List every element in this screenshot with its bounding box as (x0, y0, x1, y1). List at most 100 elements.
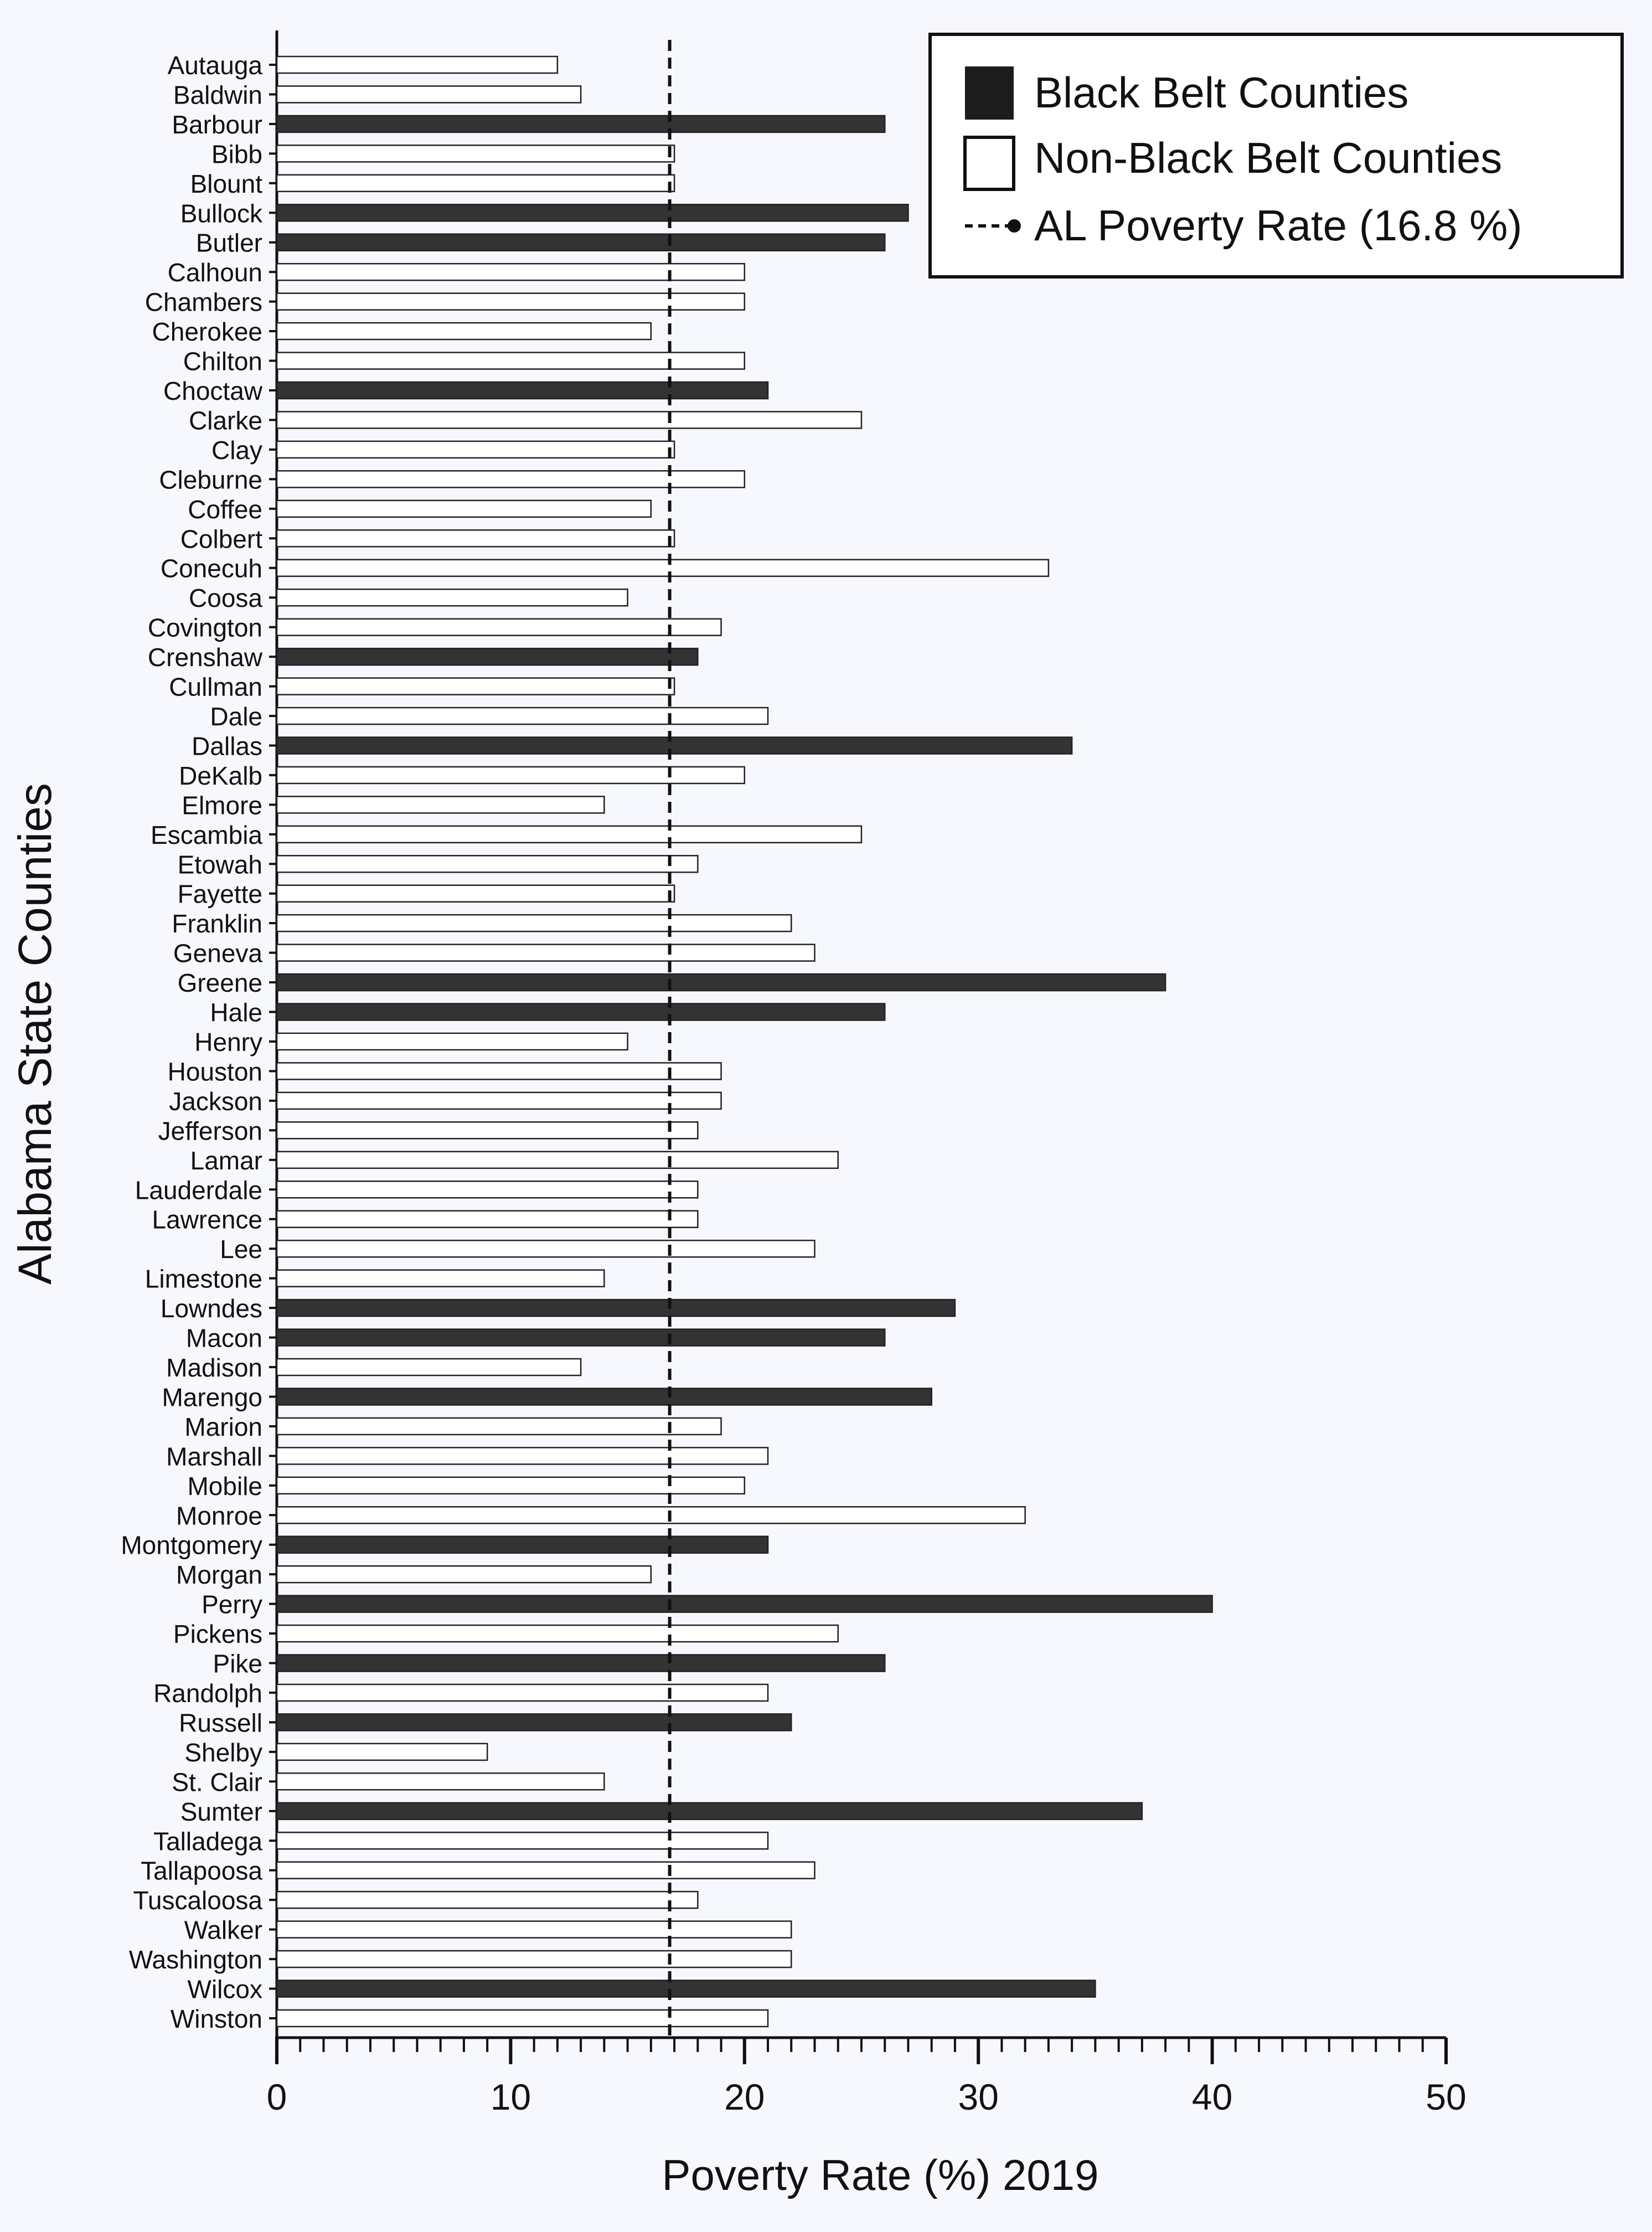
bar-marion (276, 1417, 722, 1436)
category-label-clay: Clay (211, 436, 262, 465)
bar-tuscaloosa (276, 1890, 699, 1909)
category-label-crenshaw: Crenshaw (148, 643, 263, 672)
category-label-colbert: Colbert (180, 524, 263, 553)
category-label-walker: Walker (184, 1916, 262, 1945)
x-tick-label-10: 10 (491, 2076, 531, 2117)
category-label-cleburne: Cleburne (159, 465, 262, 494)
category-label-escambia: Escambia (151, 821, 262, 849)
category-label-coosa: Coosa (189, 584, 262, 612)
category-label-tuscaloosa: Tuscaloosa (133, 1886, 262, 1915)
bar-lowndes (276, 1298, 956, 1317)
category-label-barbour: Barbour (172, 110, 262, 139)
bar-mobile (276, 1476, 746, 1495)
legend-box (928, 33, 1624, 279)
bar-autauga (276, 55, 559, 74)
bar-marengo (276, 1388, 932, 1406)
category-label-macon: Macon (186, 1324, 262, 1353)
bar-lawrence (276, 1210, 699, 1228)
bar-marshall (276, 1447, 769, 1465)
bar-shelby (276, 1743, 488, 1761)
category-label-franklin: Franklin (172, 909, 262, 938)
bar-calhoun (276, 262, 746, 281)
bar-st-clair (276, 1772, 605, 1791)
bar-fayette (276, 884, 675, 903)
bar-cullman (276, 677, 675, 695)
category-label-monroe: Monroe (176, 1501, 262, 1530)
category-label-calhoun: Calhoun (168, 258, 262, 287)
category-label-houston: Houston (168, 1057, 262, 1086)
legend-label-non-black-belt: Non-Black Belt Counties (1034, 133, 1502, 182)
legend-swatch-non-black-belt (963, 136, 1015, 191)
bar-madison (276, 1358, 582, 1377)
category-label-washington: Washington (129, 1945, 262, 1974)
category-label-winston: Winston (171, 2004, 262, 2033)
bar-geneva (276, 944, 815, 962)
category-label-cherokee: Cherokee (152, 317, 262, 346)
legend-swatch-reference-dot (1008, 219, 1021, 233)
category-labels-layer: AutaugaBaldwinBarbourBibbBlountBullockBu… (121, 51, 277, 2033)
bars-layer (276, 55, 1213, 2028)
category-label-bibb: Bibb (211, 140, 262, 168)
bar-clay (276, 440, 675, 459)
x-tick-label-20: 20 (724, 2076, 765, 2117)
bar-wilcox (276, 1980, 1096, 1998)
legend: Black Belt Counties Non-Black Belt Count… (928, 33, 1624, 279)
category-label-perry: Perry (202, 1590, 262, 1619)
category-label-jefferson: Jefferson (158, 1116, 262, 1145)
category-label-bullock: Bullock (180, 199, 263, 228)
category-label-tallapoosa: Tallapoosa (141, 1857, 262, 1885)
category-label-mobile: Mobile (187, 1472, 262, 1501)
bar-russell (276, 1713, 792, 1731)
category-label-etowah: Etowah (178, 850, 262, 879)
bar-lee (276, 1239, 815, 1258)
bar-tallapoosa (276, 1861, 815, 1879)
category-label-dekalb: DeKalb (179, 761, 262, 790)
category-label-st-clair: St. Clair (172, 1767, 262, 1796)
category-label-madison: Madison (166, 1353, 262, 1382)
category-label-elmore: Elmore (182, 791, 262, 819)
bar-colbert (276, 529, 675, 548)
bar-cleburne (276, 470, 746, 488)
category-label-lamar: Lamar (190, 1146, 262, 1175)
bar-coffee (276, 499, 652, 518)
x-axis-title: Poverty Rate (%) 2019 (662, 2151, 1098, 2199)
category-label-covington: Covington (148, 614, 262, 642)
bar-pike (276, 1654, 886, 1672)
x-ticks-layer: 0 10 20 30 40 50 (267, 2038, 1467, 2117)
bar-macon (276, 1328, 886, 1347)
category-label-dale: Dale (210, 702, 262, 731)
bar-jackson (276, 1091, 722, 1110)
category-label-morgan: Morgan (176, 1560, 262, 1589)
category-label-dallas: Dallas (192, 731, 262, 760)
bar-lauderdale (276, 1181, 699, 1199)
category-label-marion: Marion (184, 1413, 262, 1441)
category-label-marengo: Marengo (162, 1383, 262, 1411)
bar-morgan (276, 1565, 652, 1584)
bar-escambia (276, 825, 863, 844)
category-label-sumter: Sumter (180, 1797, 262, 1826)
bar-winston (276, 2009, 769, 2028)
category-label-marshall: Marshall (166, 1442, 262, 1471)
bar-dekalb (276, 766, 746, 785)
category-label-montgomery: Montgomery (121, 1531, 262, 1560)
bar-dale (276, 707, 769, 725)
category-label-conecuh: Conecuh (161, 554, 262, 583)
bar-perry (276, 1595, 1213, 1613)
bar-butler (276, 233, 886, 251)
category-label-henry: Henry (194, 1028, 262, 1056)
category-label-cullman: Cullman (169, 673, 262, 702)
bar-baldwin (276, 85, 582, 104)
bar-houston (276, 1062, 722, 1080)
bar-covington (276, 618, 722, 636)
category-label-blount: Blount (190, 169, 263, 198)
category-label-lowndes: Lowndes (161, 1294, 262, 1323)
legend-label-reference-line: AL Poverty Rate (16.8 %) (1034, 201, 1522, 250)
category-label-limestone: Limestone (145, 1265, 262, 1293)
bar-barbour (276, 115, 886, 133)
bar-jefferson (276, 1121, 699, 1140)
bar-crenshaw (276, 647, 699, 666)
legend-swatch-black-belt (965, 66, 1014, 120)
category-label-coffee: Coffee (188, 495, 262, 524)
category-label-baldwin: Baldwin (173, 80, 262, 109)
